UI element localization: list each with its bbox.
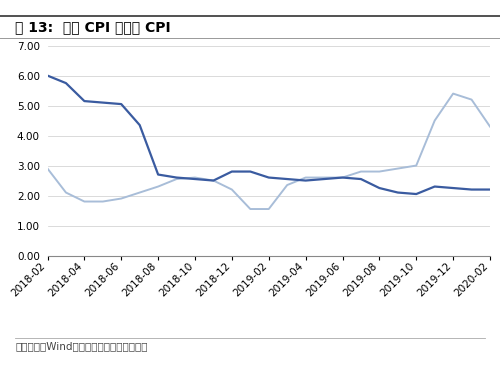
CPI:医疗:当月同比(%) <box>136 123 142 127</box>
CPI:当月同比(%) <box>450 91 456 96</box>
CPI:当月同比(%) <box>174 177 180 181</box>
CPI:当月同比(%) <box>302 175 308 180</box>
CPI:医疗:当月同比(%) <box>321 177 327 181</box>
CPI:医疗:当月同比(%) <box>210 178 216 183</box>
CPI:当月同比(%) <box>487 124 493 129</box>
CPI:医疗:当月同比(%) <box>432 184 438 189</box>
CPI:当月同比(%) <box>192 175 198 180</box>
CPI:当月同比(%) <box>44 166 51 171</box>
CPI:医疗:当月同比(%) <box>358 177 364 181</box>
CPI:当月同比(%) <box>63 191 69 195</box>
CPI:当月同比(%) <box>321 175 327 180</box>
Line: CPI:当月同比(%): CPI:当月同比(%) <box>48 93 490 209</box>
CPI:当月同比(%) <box>118 196 124 201</box>
CPI:当月同比(%) <box>340 175 345 180</box>
CPI:当月同比(%) <box>210 178 216 183</box>
CPI:医疗:当月同比(%) <box>487 187 493 192</box>
CPI:医疗:当月同比(%) <box>82 99 87 103</box>
CPI:医疗:当月同比(%) <box>118 102 124 106</box>
CPI:当月同比(%) <box>82 199 87 204</box>
CPI:当月同比(%) <box>266 207 272 211</box>
CPI:医疗:当月同比(%) <box>100 100 106 105</box>
Line: CPI:医疗:当月同比(%): CPI:医疗:当月同比(%) <box>48 76 490 194</box>
CPI:医疗:当月同比(%) <box>450 186 456 190</box>
CPI:当月同比(%) <box>155 184 161 189</box>
CPI:医疗:当月同比(%) <box>302 178 308 183</box>
CPI:当月同比(%) <box>248 207 254 211</box>
CPI:医疗:当月同比(%) <box>395 191 401 195</box>
CPI:医疗:当月同比(%) <box>63 81 69 85</box>
CPI:当月同比(%) <box>395 166 401 171</box>
CPI:医疗:当月同比(%) <box>284 177 290 181</box>
CPI:当月同比(%) <box>432 118 438 123</box>
CPI:当月同比(%) <box>358 169 364 174</box>
CPI:当月同比(%) <box>376 169 382 174</box>
Text: 图 13:  医疗 CPI 与整体 CPI: 图 13: 医疗 CPI 与整体 CPI <box>15 20 171 34</box>
CPI:当月同比(%) <box>100 199 106 204</box>
CPI:医疗:当月同比(%) <box>468 187 474 192</box>
CPI:当月同比(%) <box>413 164 419 168</box>
CPI:医疗:当月同比(%) <box>413 192 419 196</box>
CPI:医疗:当月同比(%) <box>44 73 51 78</box>
CPI:当月同比(%) <box>136 191 142 195</box>
CPI:医疗:当月同比(%) <box>229 169 235 174</box>
CPI:当月同比(%) <box>229 187 235 192</box>
CPI:医疗:当月同比(%) <box>155 172 161 177</box>
Text: 资料来源：Wind，国信证券经济研究所整理: 资料来源：Wind，国信证券经济研究所整理 <box>15 341 148 351</box>
CPI:当月同比(%) <box>284 183 290 187</box>
CPI:医疗:当月同比(%) <box>376 186 382 190</box>
CPI:医疗:当月同比(%) <box>192 177 198 181</box>
CPI:医疗:当月同比(%) <box>248 169 254 174</box>
CPI:当月同比(%) <box>468 97 474 102</box>
CPI:医疗:当月同比(%) <box>266 175 272 180</box>
CPI:医疗:当月同比(%) <box>174 175 180 180</box>
CPI:医疗:当月同比(%) <box>340 175 345 180</box>
